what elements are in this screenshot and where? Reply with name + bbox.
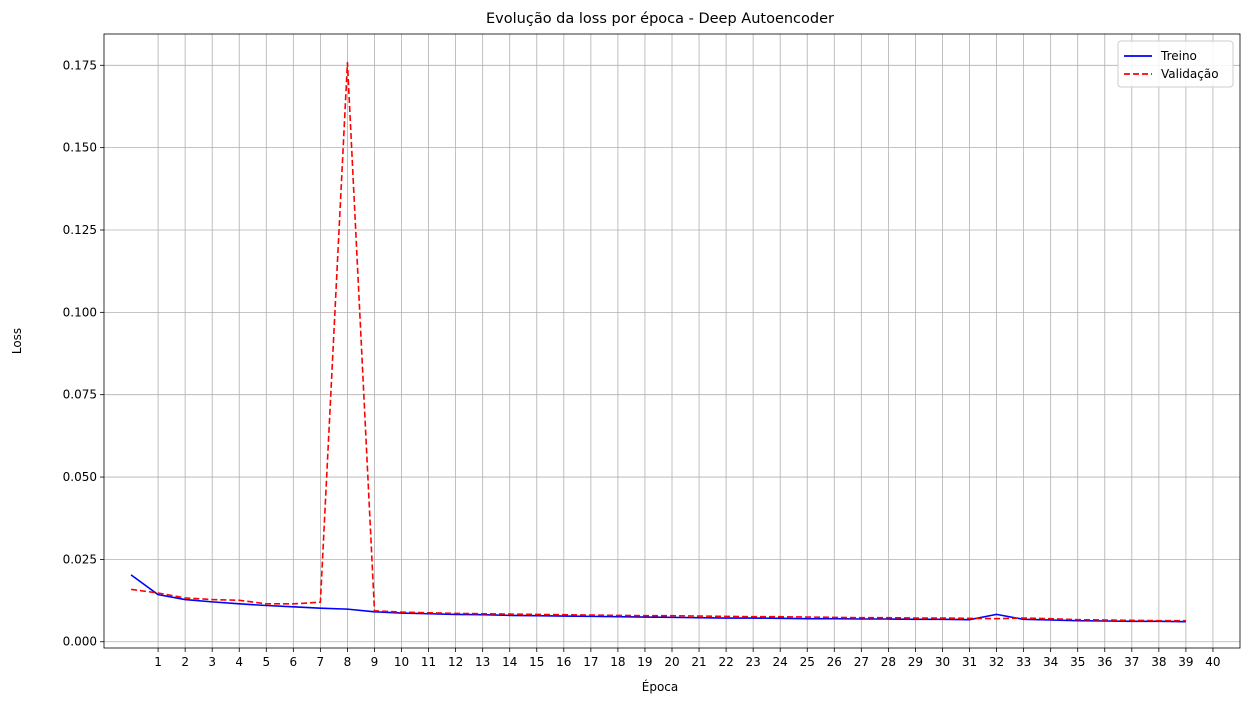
x-tick-label: 27 — [854, 655, 869, 669]
legend-label-validacao: Validação — [1161, 67, 1219, 81]
legend-box — [1117, 40, 1234, 88]
x-tick-label: 15 — [529, 655, 544, 669]
x-axis-label: Época — [642, 679, 679, 694]
x-tick-label: 8 — [344, 655, 352, 669]
x-tick-label: 32 — [989, 655, 1004, 669]
x-tick-label: 12 — [448, 655, 463, 669]
x-tick-label: 9 — [371, 655, 379, 669]
series-layer — [130, 61, 1186, 623]
y-tick-label: 0.175 — [63, 58, 97, 72]
x-tick-label: 10 — [394, 655, 409, 669]
chart-title: Evolução da loss por época - Deep Autoen… — [486, 11, 834, 27]
x-tick-label: 31 — [962, 655, 977, 669]
y-axis-ticks: 0.000 0.025 0.050 0.075 0.100 0.125 0.150 0.175 — [63, 58, 104, 649]
y-tick-label: 0.050 — [63, 470, 97, 484]
x-tick-label: 34 — [1043, 655, 1058, 669]
x-tick-label: 30 — [935, 655, 950, 669]
x-tick-label: 21 — [691, 655, 706, 669]
x-axis-ticks: 1 2 3 4 5 6 7 8 9 10 11 12 13 14 15 16 17 18 19 20 21 22 23 24 2… — [154, 648, 1221, 669]
y-tick-label: 0.125 — [63, 223, 97, 237]
x-tick-label: 16 — [556, 655, 571, 669]
x-tick-label: 1 — [154, 655, 162, 669]
x-tick-label: 33 — [1016, 655, 1031, 669]
x-tick-label: 24 — [773, 655, 788, 669]
x-tick-label: 37 — [1124, 655, 1139, 669]
x-tick-label: 29 — [908, 655, 923, 669]
x-tick-label: 25 — [800, 655, 815, 669]
x-tick-label: 11 — [421, 655, 436, 669]
x-tick-label: 26 — [827, 655, 842, 669]
x-tick-label: 7 — [317, 655, 325, 669]
x-tick-label: 35 — [1070, 655, 1085, 669]
y-tick-label: 0.000 — [63, 635, 97, 649]
x-tick-label: 5 — [262, 655, 270, 669]
x-tick-label: 38 — [1151, 655, 1166, 669]
legend-label-treino: Treino — [1160, 49, 1197, 63]
x-tick-label: 20 — [664, 655, 679, 669]
x-tick-label: 18 — [610, 655, 625, 669]
x-tick-label: 22 — [718, 655, 733, 669]
x-tick-label: 2 — [181, 655, 189, 669]
x-tick-label: 23 — [746, 655, 761, 669]
x-tick-label: 39 — [1178, 655, 1193, 669]
x-tick-label: 4 — [235, 655, 243, 669]
x-tick-label: 17 — [583, 655, 598, 669]
legend: Treino Validação — [1117, 40, 1234, 88]
y-axis-label: Loss — [10, 328, 24, 354]
x-tick-label: 14 — [502, 655, 517, 669]
grid-lines — [104, 34, 1240, 648]
x-tick-label: 13 — [475, 655, 490, 669]
x-tick-label: 40 — [1205, 655, 1220, 669]
series-line-treino — [130, 574, 1186, 623]
x-tick-label: 36 — [1097, 655, 1112, 669]
x-tick-label: 28 — [881, 655, 896, 669]
x-tick-label: 3 — [208, 655, 216, 669]
y-tick-label: 0.075 — [63, 388, 97, 402]
x-tick-label: 6 — [290, 655, 298, 669]
y-tick-label: 0.150 — [63, 141, 97, 155]
y-tick-label: 0.100 — [63, 305, 97, 319]
x-tick-label: 19 — [637, 655, 652, 669]
y-tick-label: 0.025 — [63, 552, 97, 566]
series-line-validacao — [130, 61, 1186, 622]
